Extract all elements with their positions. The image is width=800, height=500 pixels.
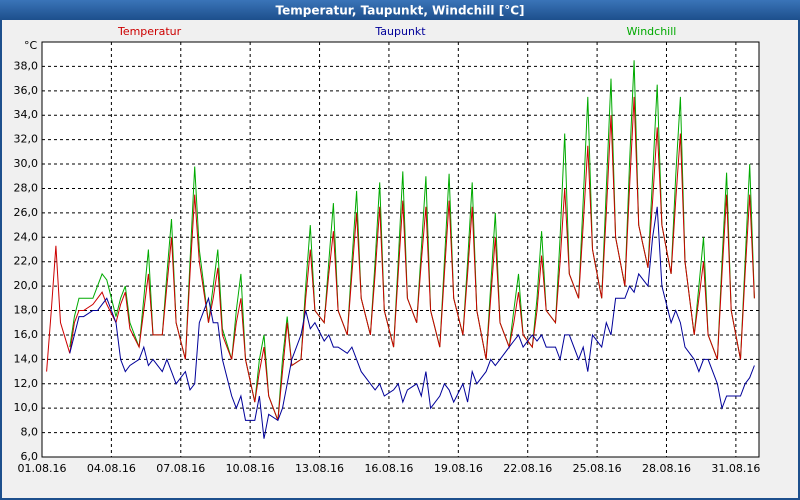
y-tick-label: 24,0 (14, 230, 39, 243)
x-tick-label: 25.08.16 (573, 462, 622, 475)
legend-entry: Windchill (627, 25, 677, 38)
y-tick-label: 12,0 (14, 377, 39, 390)
x-tick-label: 22.08.16 (503, 462, 552, 475)
y-tick-label: 32,0 (14, 133, 39, 146)
y-axis-label: °C (24, 39, 38, 52)
y-tick-label: 26,0 (14, 206, 39, 219)
y-tick-label: 20,0 (14, 279, 39, 292)
x-tick-label: 16.08.16 (364, 462, 413, 475)
x-tick-label: 31.08.16 (711, 462, 760, 475)
x-tick-label: 01.08.16 (18, 462, 67, 475)
x-tick-label: 07.08.16 (156, 462, 205, 475)
y-tick-label: 14,0 (14, 352, 39, 365)
x-tick-label: 13.08.16 (295, 462, 344, 475)
series-line (69, 206, 755, 439)
y-tick-label: 28,0 (14, 181, 39, 194)
y-tick-label: 18,0 (14, 304, 39, 317)
y-tick-label: 10,0 (14, 401, 39, 414)
legend-entry: Temperatur (117, 25, 182, 38)
y-tick-label: 36,0 (14, 84, 39, 97)
y-tick-label: 38,0 (14, 59, 39, 72)
y-tick-label: 16,0 (14, 328, 39, 341)
y-tick-label: 22,0 (14, 255, 39, 268)
plot-area (41, 41, 760, 458)
x-tick-label: 04.08.16 (87, 462, 136, 475)
y-tick-label: 6,0 (21, 450, 39, 463)
x-tick-label: 19.08.16 (434, 462, 483, 475)
y-tick-label: 8,0 (21, 426, 39, 439)
chart-title: Temperatur, Taupunkt, Windchill [°C] (276, 4, 525, 18)
x-tick-label: 10.08.16 (226, 462, 275, 475)
y-tick-label: 30,0 (14, 157, 39, 170)
series-line (46, 96, 755, 421)
y-tick-label: 34,0 (14, 108, 39, 121)
x-tick-label: 28.08.16 (642, 462, 691, 475)
legend-entry: Taupunkt (374, 25, 426, 38)
title-bar (0, 0, 800, 20)
